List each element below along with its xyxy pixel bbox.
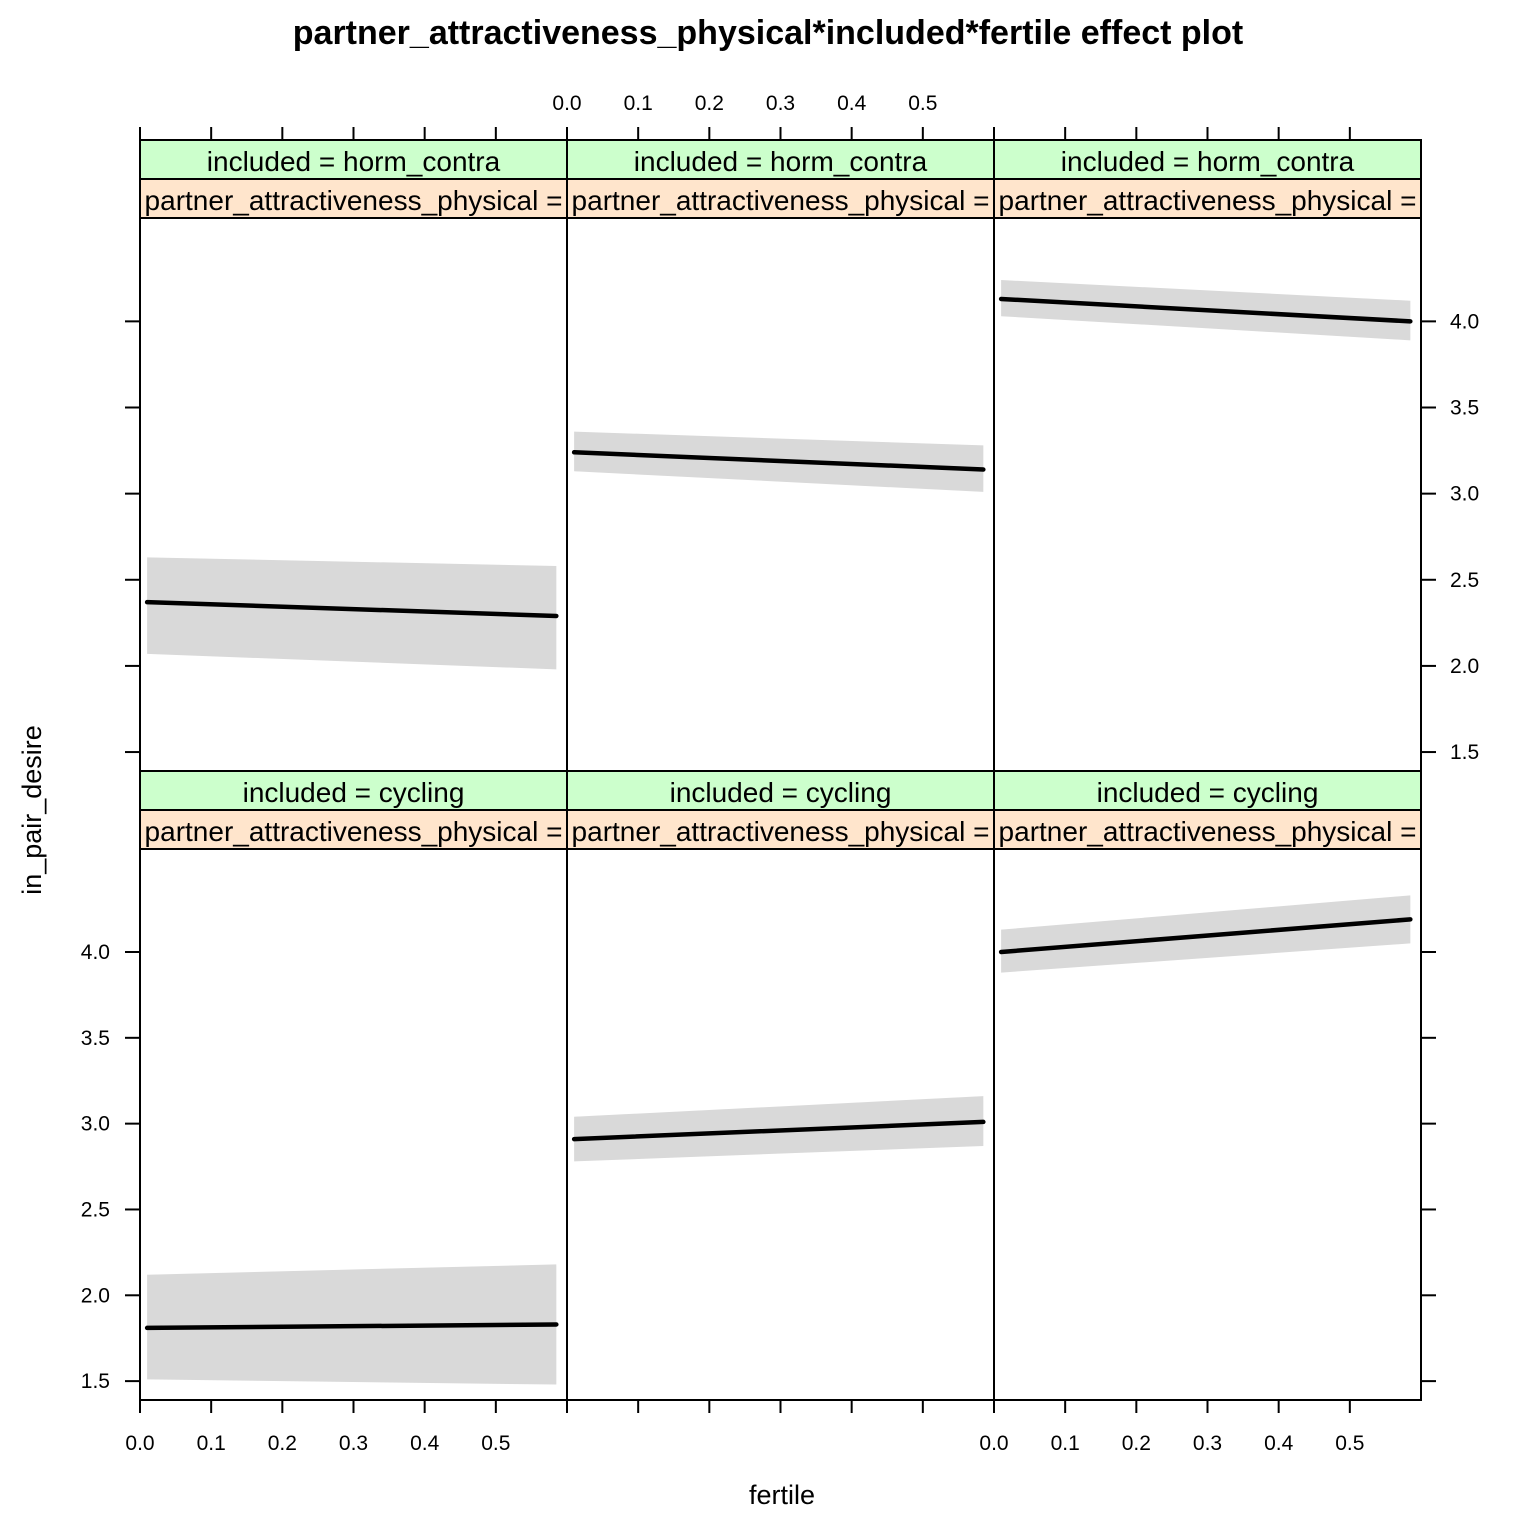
fit-line	[571, 1119, 986, 1142]
strip-partner-label: partner_attractiveness_physical =	[145, 185, 563, 216]
strip-partner-label: partner_attractiveness_physical =	[572, 816, 990, 847]
x-tick-label-top: 0.5	[908, 92, 937, 115]
x-tick-label-top: 0.0	[552, 92, 581, 115]
y-tick-label-left: 4.0	[81, 941, 110, 964]
y-tick-label-right: 1.5	[1450, 741, 1479, 764]
panel-border	[993, 770, 1422, 1401]
x-tick-label-top: 0.4	[837, 92, 867, 115]
strip-included-label: included = cycling	[243, 777, 465, 808]
fit-line	[998, 296, 1413, 324]
panel-bottom-0: included = cycling partner_attractiveness…	[139, 770, 568, 1401]
strip-included-label: included = cycling	[670, 777, 892, 808]
x-tick-label-bottom: 0.2	[1122, 1432, 1151, 1455]
panel-top-0: included = horm_contra partner_attractive…	[139, 139, 568, 772]
x-axis-title: fertile	[749, 1480, 815, 1510]
y-tick-label-left: 2.0	[81, 1284, 110, 1307]
y-tick-label-right: 3.0	[1450, 483, 1479, 506]
fit-line	[144, 1322, 559, 1331]
x-tick-label-top: 0.2	[695, 92, 724, 115]
panels-group: included = horm_contra partner_attractive…	[139, 139, 1422, 1401]
chart-title: partner_attractiveness_physical*included…	[293, 14, 1243, 52]
x-tick-label-bottom: 0.3	[1193, 1432, 1222, 1455]
confidence-band	[147, 557, 557, 670]
y-tick-label-left: 1.5	[81, 1370, 110, 1393]
y-tick-label-left: 2.5	[81, 1198, 110, 1221]
strip-partner-label: partner_attractiveness_physical =	[145, 816, 563, 847]
x-tick-label-bottom: 0.3	[339, 1432, 368, 1455]
y-tick-label-right: 2.5	[1450, 569, 1479, 592]
panel-bottom-2: included = cycling partner_attractiveness…	[993, 770, 1422, 1401]
panel-top-2: included = horm_contra partner_attractive…	[993, 139, 1422, 772]
y-tick-label-left: 3.5	[81, 1027, 110, 1050]
axes-group: 0.0 0.1 0.2 0.3 0.4 0.5 0.0 0.1 0.2 0.3 0.4 0.5 0.0 0…	[81, 92, 1479, 1455]
strip-included-label: included = horm_contra	[634, 146, 928, 177]
x-tick-label-bottom: 0.0	[979, 1432, 1008, 1455]
panel-border	[139, 139, 568, 772]
y-tick-label-right: 4.0	[1450, 310, 1479, 333]
x-tick-label-bottom: 0.5	[481, 1432, 510, 1455]
y-tick-label-right: 2.0	[1450, 655, 1479, 678]
fit-line	[571, 450, 986, 472]
strip-included-label: included = cycling	[1097, 777, 1319, 808]
x-tick-label-bottom: 0.5	[1335, 1432, 1364, 1455]
y-axis-title: in_pair_desire	[17, 725, 47, 895]
fit-line	[144, 599, 559, 619]
strip-partner-label: partner_attractiveness_physical =	[999, 185, 1417, 216]
panel-top-1: included = horm_contra partner_attractive…	[566, 139, 995, 772]
x-tick-label-bottom: 0.1	[1051, 1432, 1080, 1455]
strip-partner-label: partner_attractiveness_physical =	[572, 185, 990, 216]
panel-border	[566, 770, 995, 1401]
x-tick-label-bottom: 0.2	[268, 1432, 297, 1455]
y-tick-label-left: 3.0	[81, 1113, 110, 1136]
x-tick-label-bottom: 0.1	[197, 1432, 226, 1455]
strip-partner-label: partner_attractiveness_physical =	[999, 816, 1417, 847]
x-tick-label-bottom: 0.0	[125, 1432, 154, 1455]
x-tick-label-top: 0.1	[624, 92, 653, 115]
strip-included-label: included = horm_contra	[207, 146, 501, 177]
x-tick-label-bottom: 0.4	[410, 1432, 440, 1455]
panel-border	[993, 139, 1422, 772]
fit-line	[998, 917, 1413, 955]
panel-bottom-1: included = cycling partner_attractiveness…	[566, 770, 995, 1401]
x-tick-label-top: 0.3	[766, 92, 795, 115]
strip-included-label: included = horm_contra	[1061, 146, 1355, 177]
y-tick-label-right: 3.5	[1450, 397, 1479, 420]
x-tick-label-bottom: 0.4	[1264, 1432, 1294, 1455]
